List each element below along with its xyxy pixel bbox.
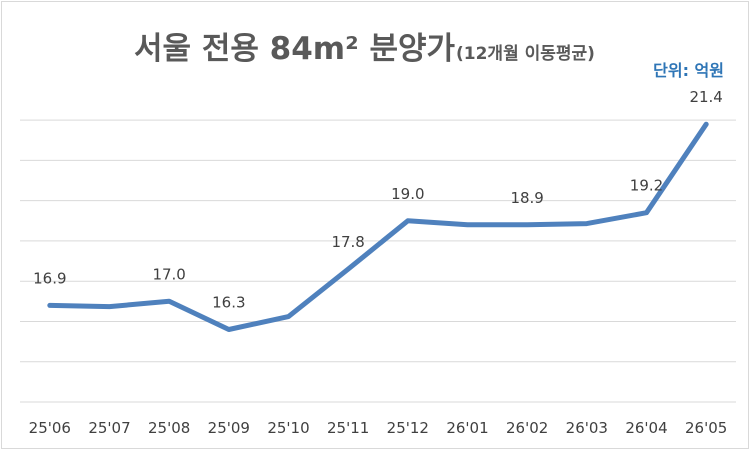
data-label: 16.9 <box>33 269 66 287</box>
unit-label: 단위: 억원 <box>653 61 724 80</box>
chart-title: 서울 전용 84m² 분양가 <box>134 31 456 67</box>
chart-subtitle: (12개월 이동평균) <box>456 44 595 64</box>
x-tick-label: 26'01 <box>446 419 488 437</box>
x-tick-label: 25'10 <box>267 419 309 437</box>
data-label: 17.8 <box>331 233 364 251</box>
series-line <box>47 121 709 332</box>
x-tick-label: 26'04 <box>625 419 667 437</box>
data-label: 19.2 <box>630 177 663 195</box>
x-tick-label: 25'11 <box>327 419 369 437</box>
x-tick-label: 25'06 <box>29 419 71 437</box>
data-label: 21.4 <box>689 88 722 106</box>
x-tick-label: 26'05 <box>685 419 727 437</box>
data-label: 19.0 <box>391 185 424 203</box>
x-tick-label: 25'07 <box>88 419 130 437</box>
data-label: 17.0 <box>152 265 185 283</box>
data-label: 18.9 <box>510 189 543 207</box>
x-tick-label: 26'02 <box>506 419 548 437</box>
x-tick-label: 25'09 <box>208 419 250 437</box>
data-label: 16.3 <box>212 294 245 312</box>
x-tick-label: 25'08 <box>148 419 190 437</box>
x-tick-label: 25'12 <box>387 419 429 437</box>
x-tick-label: 26'03 <box>566 419 608 437</box>
